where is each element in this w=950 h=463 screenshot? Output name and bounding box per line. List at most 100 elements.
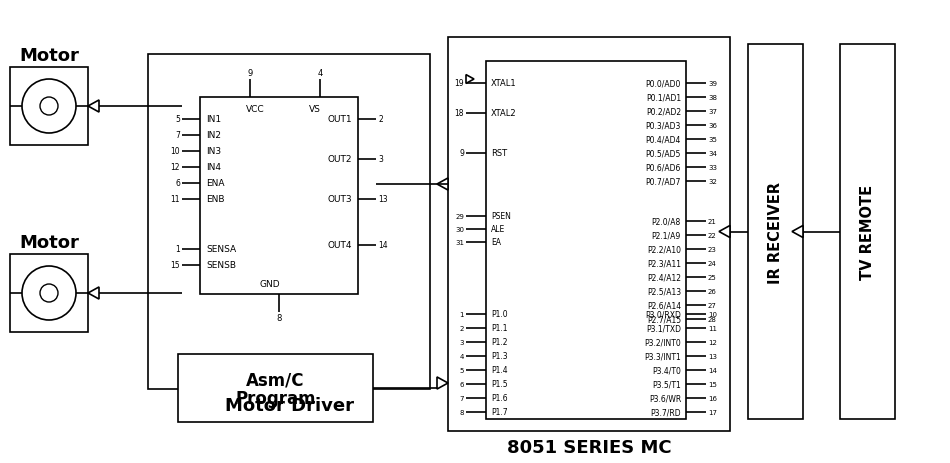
Text: P1.2: P1.2 (491, 338, 507, 347)
Text: SENSB: SENSB (206, 261, 236, 270)
Bar (840, 45, 895, 419)
Text: 31: 31 (455, 239, 464, 245)
Polygon shape (792, 226, 803, 238)
Text: 9: 9 (247, 69, 253, 78)
Text: 13: 13 (708, 353, 717, 359)
Text: 14: 14 (708, 367, 717, 373)
Text: P2.5/A13: P2.5/A13 (647, 287, 681, 296)
Text: TV REMOTE: TV REMOTE (860, 185, 875, 280)
Text: P3.7/RD: P3.7/RD (651, 407, 681, 417)
Text: P2.6/A14: P2.6/A14 (647, 301, 681, 310)
Text: 21: 21 (708, 219, 717, 225)
Text: Motor Driver: Motor Driver (224, 396, 353, 414)
Polygon shape (437, 179, 448, 191)
Bar (200, 98, 358, 294)
Text: 11: 11 (170, 195, 180, 204)
Text: 26: 26 (708, 288, 717, 294)
Text: P1.4: P1.4 (491, 366, 507, 375)
Text: 1: 1 (175, 245, 180, 254)
Text: P0.0/AD0: P0.0/AD0 (646, 79, 681, 88)
Text: 4: 4 (460, 353, 464, 359)
Text: VS: VS (309, 105, 321, 114)
Text: P1.3: P1.3 (491, 352, 507, 361)
Text: Asm/C: Asm/C (246, 371, 305, 389)
Text: 10: 10 (170, 147, 180, 156)
Bar (448, 38, 730, 431)
Text: 4: 4 (317, 69, 323, 78)
Text: P0.4/AD4: P0.4/AD4 (646, 135, 681, 144)
Text: 30: 30 (455, 226, 464, 232)
Text: ENB: ENB (206, 195, 224, 204)
Text: OUT2: OUT2 (328, 155, 352, 164)
Polygon shape (437, 377, 448, 389)
Text: P2.7/A15: P2.7/A15 (647, 315, 681, 324)
Text: SENSA: SENSA (206, 245, 237, 254)
Text: 8: 8 (460, 409, 464, 415)
Text: 19: 19 (454, 79, 464, 88)
Text: 9: 9 (459, 149, 464, 158)
Text: P3.1/TXD: P3.1/TXD (646, 324, 681, 333)
Text: 2: 2 (378, 115, 383, 124)
Text: PSEN: PSEN (491, 212, 511, 221)
Text: 27: 27 (708, 302, 717, 308)
Text: 11: 11 (708, 325, 717, 332)
Text: 1: 1 (460, 311, 464, 317)
Text: 35: 35 (708, 137, 717, 143)
Text: IN4: IN4 (206, 163, 221, 172)
Text: 22: 22 (708, 232, 716, 238)
Text: IN3: IN3 (206, 147, 221, 156)
Text: P1.1: P1.1 (491, 324, 507, 333)
Text: 3: 3 (460, 339, 464, 345)
Text: 23: 23 (708, 246, 717, 252)
Text: 18: 18 (454, 109, 464, 118)
Text: P3.3/INT1: P3.3/INT1 (644, 352, 681, 361)
Text: 5: 5 (460, 367, 464, 373)
Text: RST: RST (491, 149, 507, 158)
Text: Motor: Motor (19, 47, 79, 65)
Text: VCC: VCC (246, 105, 264, 114)
Text: 25: 25 (708, 275, 716, 281)
Text: P0.6/AD6: P0.6/AD6 (646, 163, 681, 172)
Text: 8: 8 (276, 314, 282, 323)
Text: P0.5/AD5: P0.5/AD5 (646, 149, 681, 158)
Text: P1.6: P1.6 (491, 394, 507, 403)
Text: 28: 28 (708, 316, 717, 322)
Bar (748, 45, 803, 419)
Text: 3: 3 (378, 155, 383, 164)
Text: P0.1/AD1: P0.1/AD1 (646, 94, 681, 102)
Text: P1.0: P1.0 (491, 310, 507, 319)
Text: ALE: ALE (491, 225, 505, 234)
Text: GND: GND (259, 280, 280, 289)
Text: 12: 12 (708, 339, 717, 345)
Text: Program: Program (236, 389, 315, 407)
Text: P2.1/A9: P2.1/A9 (652, 231, 681, 240)
Text: 7: 7 (175, 131, 180, 140)
Bar (10, 255, 88, 332)
Text: P3.5/T1: P3.5/T1 (653, 380, 681, 388)
Text: 5: 5 (175, 115, 180, 124)
Text: P0.2/AD2: P0.2/AD2 (646, 107, 681, 116)
Text: 15: 15 (708, 381, 717, 387)
Bar (178, 354, 373, 422)
Text: 14: 14 (378, 241, 388, 250)
Text: 29: 29 (455, 213, 464, 219)
Text: P2.4/A12: P2.4/A12 (647, 273, 681, 282)
Text: EA: EA (491, 238, 501, 247)
Text: 17: 17 (708, 409, 717, 415)
Text: IR RECEIVER: IR RECEIVER (768, 181, 783, 283)
Text: P1.5: P1.5 (491, 380, 507, 388)
Bar (148, 55, 430, 389)
Polygon shape (88, 101, 99, 113)
Text: IN1: IN1 (206, 115, 221, 124)
Text: P2.2/A10: P2.2/A10 (647, 245, 681, 254)
Text: P2.3/A11: P2.3/A11 (647, 259, 681, 268)
Text: 39: 39 (708, 81, 717, 87)
Text: Motor: Motor (19, 233, 79, 251)
Polygon shape (88, 288, 99, 300)
Text: P0.3/AD3: P0.3/AD3 (646, 121, 681, 130)
Text: P3.4/T0: P3.4/T0 (652, 366, 681, 375)
Text: P3.6/WR: P3.6/WR (649, 394, 681, 403)
Text: 6: 6 (460, 381, 464, 387)
Text: ENA: ENA (206, 179, 224, 188)
Text: 2: 2 (460, 325, 464, 332)
